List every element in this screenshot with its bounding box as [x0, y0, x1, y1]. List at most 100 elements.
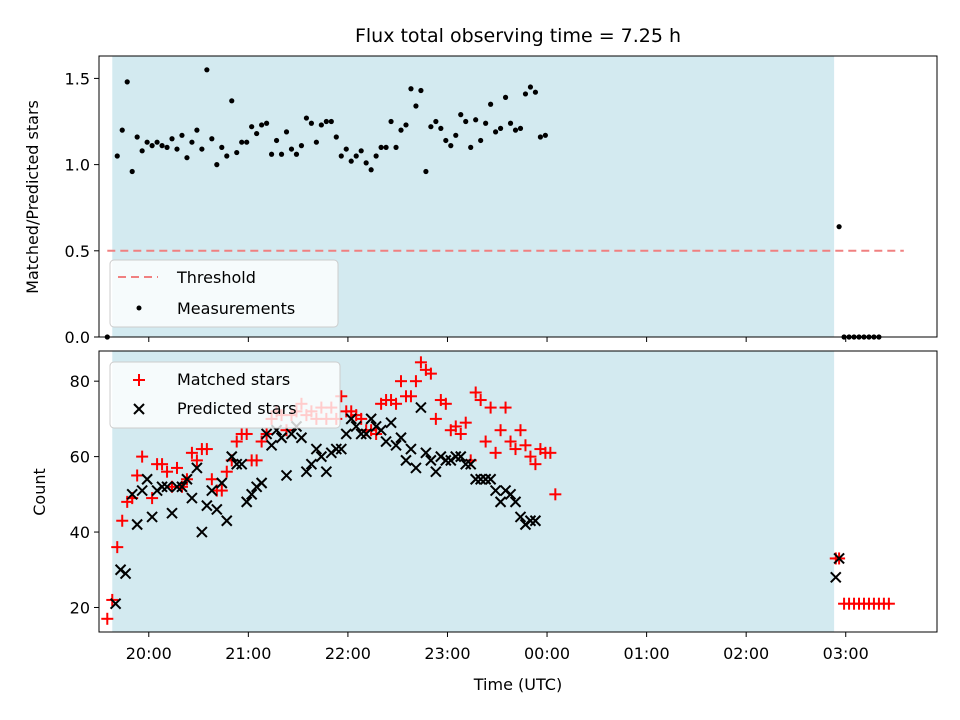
- measurement-point: [293, 151, 300, 157]
- matched-star-point: [161, 465, 174, 478]
- measurement-point: [393, 144, 399, 150]
- measurement-point: [423, 168, 429, 175]
- predicted-star-point: [455, 450, 467, 463]
- predicted-star-stroke-b: [265, 439, 278, 452]
- predicted-star-point: [405, 443, 417, 455]
- predicted-star-stroke-b: [300, 465, 313, 478]
- legend-predicted-label: Predicted stars: [177, 399, 297, 418]
- measurement-point: [542, 132, 548, 138]
- predicted-star-stroke-b: [479, 473, 492, 485]
- matched-star-point: [404, 390, 417, 403]
- matched-star-point: [524, 450, 537, 463]
- predicted-star-point: [400, 454, 412, 467]
- measurement-point: [283, 129, 290, 135]
- matched-star-point: [479, 435, 492, 448]
- measurement-point: [333, 134, 339, 140]
- predicted-star-stroke-b: [176, 481, 188, 493]
- measurement-point: [458, 112, 464, 118]
- predicted-star-point: [494, 496, 507, 508]
- matched-star-point: [220, 465, 233, 478]
- measurement-point: [119, 127, 125, 133]
- measurement-point: [468, 144, 474, 150]
- predicted-star-stroke-b: [156, 481, 168, 493]
- predicted-star-stroke-b: [380, 435, 392, 448]
- predicted-star-point: [216, 477, 228, 489]
- bottom-x-tick-label: 03:00: [823, 644, 869, 663]
- predicted-star-stroke-b: [131, 518, 143, 531]
- predicted-star-stroke-b: [206, 484, 218, 497]
- predicted-star-stroke-b: [460, 458, 472, 470]
- measurement-point: [343, 146, 349, 152]
- predicted-star-point: [415, 401, 427, 414]
- predicted-star-stroke-b: [455, 450, 467, 463]
- measurement-point: [164, 144, 170, 150]
- measurement-point: [418, 87, 424, 94]
- predicted-star-point: [275, 432, 288, 444]
- predicted-star-stroke-b: [375, 424, 387, 436]
- predicted-star-point: [221, 515, 233, 527]
- matched-star-point: [250, 454, 263, 467]
- measurement-point: [378, 144, 384, 150]
- count-panel: 20 40 60 80 20:00 21:00 22:00 23:00 00:00 01:00 02…: [30, 350, 938, 694]
- measurement-point: [273, 137, 280, 144]
- predicted-star-point: [450, 450, 462, 463]
- predicted-star-stroke-b: [260, 428, 273, 440]
- predicted-star-stroke-b: [504, 488, 517, 501]
- matched-star-point: [519, 439, 532, 452]
- predicted-star-point: [474, 473, 487, 485]
- predicted-star-point: [310, 443, 323, 455]
- predicted-star-point: [440, 454, 452, 467]
- predicted-star-stroke-b: [221, 515, 233, 527]
- predicted-star-point: [320, 465, 333, 478]
- predicted-star-point: [355, 428, 367, 440]
- predicted-star-stroke-b: [280, 469, 293, 482]
- chart-title: Flux total observing time = 7.25 h: [355, 25, 681, 47]
- predicted-star-point: [186, 492, 198, 504]
- predicted-star-point: [260, 428, 273, 440]
- predicted-star-point: [350, 420, 362, 433]
- predicted-star-point: [231, 458, 243, 470]
- predicted-star-stroke-b: [255, 477, 268, 489]
- measurement-point: [488, 101, 494, 107]
- matched-star-point: [529, 458, 542, 471]
- predicted-star-stroke-b: [390, 439, 402, 452]
- predicted-star-stroke-b: [201, 499, 213, 512]
- predicted-star-stroke-b: [524, 515, 537, 527]
- predicted-star-point: [340, 428, 352, 440]
- bottom-y-tick-label: 40: [70, 523, 90, 542]
- matched-star-point: [230, 435, 243, 448]
- matched-star-point: [544, 446, 557, 459]
- measurement-point: [268, 151, 275, 157]
- measurement-point: [154, 139, 160, 145]
- measurement-point: [139, 148, 145, 154]
- bottom-y-tick-label: 20: [70, 598, 90, 617]
- measurement-point: [483, 120, 489, 126]
- predicted-star-stroke-b: [355, 428, 367, 440]
- matched-star-point: [131, 469, 144, 482]
- predicted-star-stroke-b: [181, 473, 193, 485]
- predicted-star-stroke-b: [146, 511, 158, 523]
- predicted-star-stroke-b: [529, 515, 542, 527]
- predicted-star-stroke-b: [330, 443, 343, 455]
- predicted-star-point: [285, 428, 298, 440]
- matched-star-point: [156, 458, 169, 471]
- measurement-point: [358, 148, 364, 154]
- top-axis-ticks: 0.0 0.5 1.0 1.5: [65, 69, 847, 347]
- top-y-tick-label: 1.0: [65, 156, 90, 175]
- measurement-point: [388, 118, 394, 125]
- measurement-point: [323, 118, 329, 125]
- predicted-star-stroke-b: [340, 428, 352, 440]
- bottom-x-tick-label: 00:00: [524, 644, 570, 663]
- legend-matched-swatch: [133, 374, 145, 386]
- predicted-star-point: [156, 481, 168, 493]
- predicted-star-stroke-b: [109, 598, 122, 610]
- predicted-star-point: [385, 416, 397, 429]
- measurement-point: [512, 127, 519, 133]
- measurement-point: [229, 98, 235, 104]
- predicted-star-point: [524, 515, 537, 527]
- matched-star-point: [255, 435, 268, 448]
- predicted-star-stroke-b: [833, 552, 845, 565]
- matched-star-point: [424, 367, 437, 380]
- predicted-star-point: [330, 443, 343, 455]
- measurement-point: [264, 120, 270, 126]
